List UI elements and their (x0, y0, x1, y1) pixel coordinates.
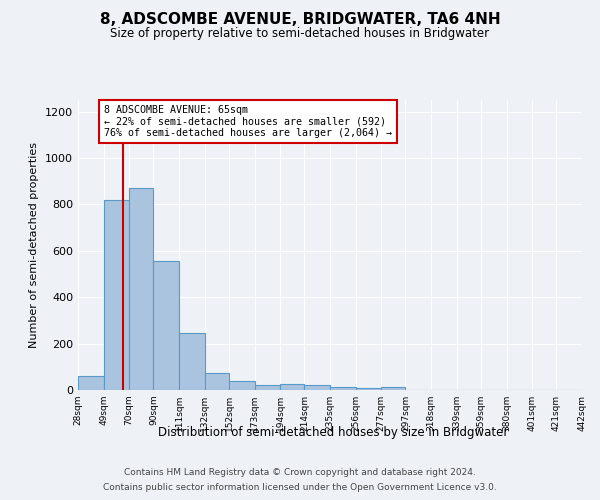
Y-axis label: Number of semi-detached properties: Number of semi-detached properties (29, 142, 40, 348)
Text: 8, ADSCOMBE AVENUE, BRIDGWATER, TA6 4NH: 8, ADSCOMBE AVENUE, BRIDGWATER, TA6 4NH (100, 12, 500, 28)
Bar (229, 380, 254, 390)
Bar (205, 372, 229, 390)
Text: Contains HM Land Registry data © Crown copyright and database right 2024.: Contains HM Land Registry data © Crown c… (124, 468, 476, 477)
Bar (381, 387, 406, 390)
Text: Distribution of semi-detached houses by size in Bridgwater: Distribution of semi-detached houses by … (158, 426, 508, 439)
Bar (254, 385, 280, 390)
Bar (104, 200, 129, 390)
Text: Contains public sector information licensed under the Open Government Licence v3: Contains public sector information licen… (103, 483, 497, 492)
Text: Size of property relative to semi-detached houses in Bridgwater: Size of property relative to semi-detach… (110, 28, 490, 40)
Bar (356, 388, 381, 390)
Text: 8 ADSCOMBE AVENUE: 65sqm
← 22% of semi-detached houses are smaller (592)
76% of : 8 ADSCOMBE AVENUE: 65sqm ← 22% of semi-d… (104, 104, 392, 138)
Bar (280, 384, 304, 390)
Bar (179, 333, 205, 390)
Bar (129, 188, 154, 390)
Bar (78, 376, 104, 390)
Bar (154, 261, 179, 390)
Bar (330, 387, 356, 390)
Bar (304, 385, 330, 390)
